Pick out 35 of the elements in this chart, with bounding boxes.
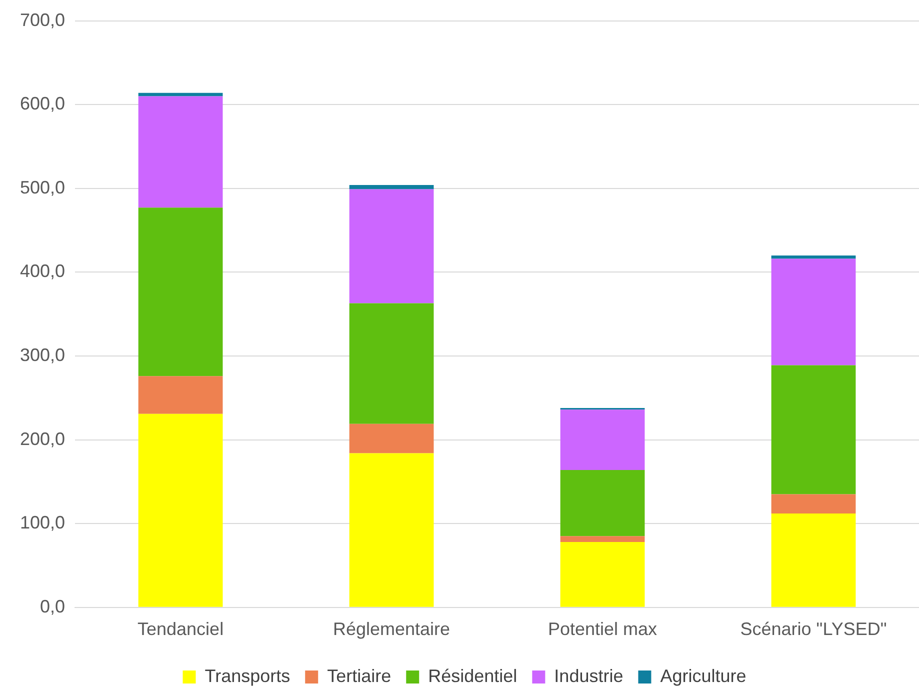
- x-tick-label: Potentiel max: [548, 619, 658, 640]
- bar: [138, 96, 223, 208]
- bar: [349, 303, 434, 424]
- y-tick-label: 500,0: [20, 177, 66, 198]
- bar: [349, 189, 434, 304]
- legend-label: Industrie: [554, 666, 624, 686]
- bar: [560, 536, 645, 542]
- y-tick-label: 400,0: [20, 261, 66, 282]
- bar: [560, 470, 645, 536]
- legend-label: Résidentiel: [428, 666, 518, 686]
- bar: [349, 453, 434, 607]
- legend-label: Agriculture: [660, 666, 746, 686]
- y-tick-label: 200,0: [20, 428, 66, 449]
- y-tick-label: 0,0: [40, 596, 66, 616]
- bar: [771, 494, 856, 514]
- y-tick-label: 100,0: [20, 512, 66, 533]
- y-tick-label: 600,0: [20, 94, 66, 114]
- bar: [349, 424, 434, 454]
- bar: [349, 185, 434, 190]
- bar: [138, 414, 223, 607]
- bar: [771, 255, 856, 259]
- bar: [560, 410, 645, 470]
- bar: [138, 376, 223, 414]
- bar: [771, 365, 856, 494]
- legend-label: Transports: [204, 666, 290, 686]
- legend-label: Tertiaire: [327, 666, 392, 686]
- y-tick-label: 300,0: [20, 344, 66, 365]
- bar: [771, 514, 856, 607]
- y-tick-label: 700,0: [20, 10, 66, 30]
- bar: [771, 258, 856, 366]
- bar: [138, 208, 223, 376]
- bar: [560, 542, 645, 607]
- x-tick-label: Réglementaire: [332, 619, 450, 640]
- x-tick-label: Tendanciel: [138, 619, 224, 640]
- x-tick-label: Scénario "LYSED": [740, 619, 887, 640]
